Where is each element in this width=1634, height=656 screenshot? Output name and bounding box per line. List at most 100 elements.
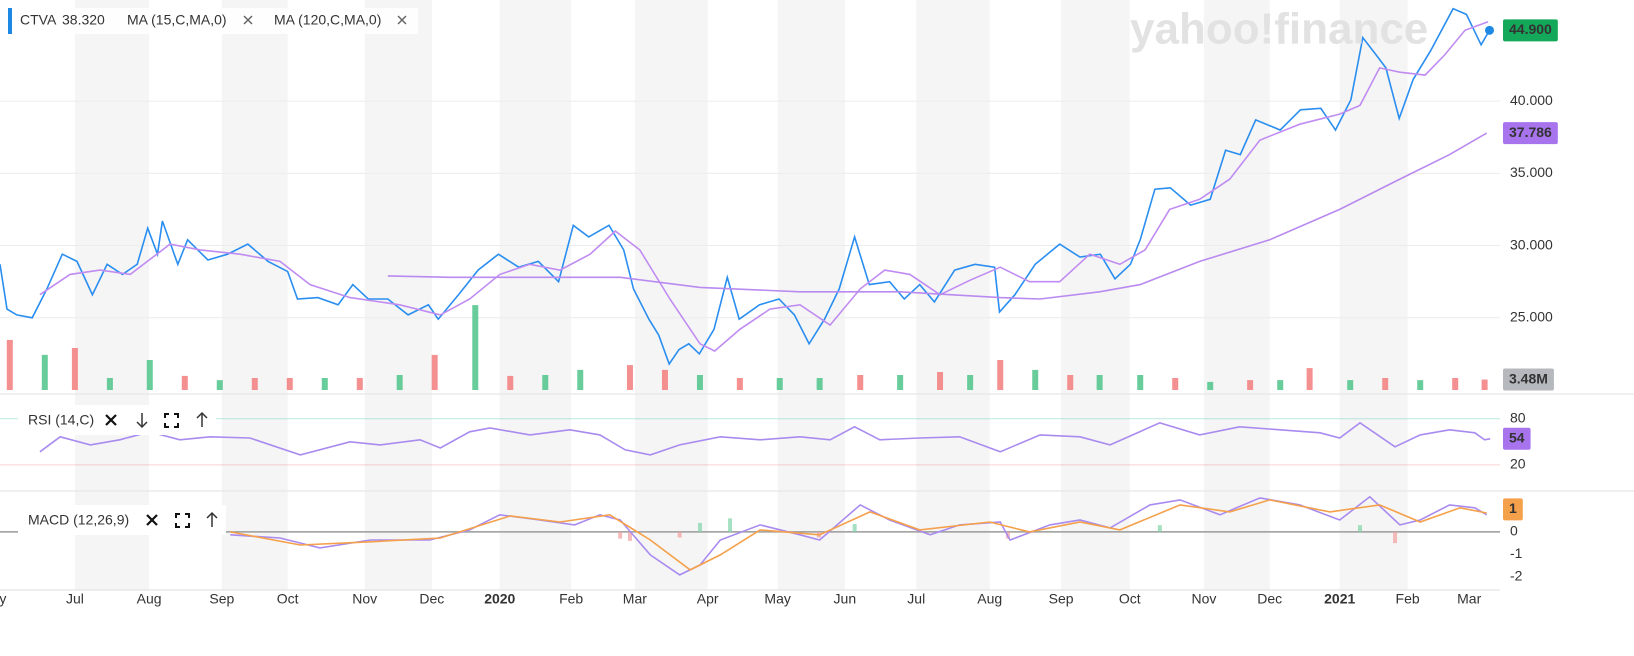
volume-bar xyxy=(577,369,584,390)
macd-legend: MACD (12,26,9) xyxy=(18,505,226,535)
legend-box xyxy=(8,8,418,34)
x-tick-label: 2020 xyxy=(484,591,515,607)
x-tick-label: Dec xyxy=(1257,591,1282,607)
close-icon[interactable] xyxy=(397,15,407,25)
watermark: yahoo!finance xyxy=(1130,5,1428,54)
volume-bar xyxy=(967,375,974,390)
histogram-bar xyxy=(728,518,733,532)
month-band xyxy=(1339,0,1408,590)
volume-bar xyxy=(1481,379,1488,390)
last-point xyxy=(1485,25,1495,35)
y-tick-label: -1 xyxy=(1510,545,1523,561)
volume-bar xyxy=(816,378,823,390)
volume-bar xyxy=(251,378,258,390)
expand-icon[interactable] xyxy=(164,413,179,428)
volume-bar xyxy=(396,375,403,390)
volume-bar xyxy=(1207,381,1214,390)
month-band xyxy=(221,0,288,590)
x-tick-label: 2021 xyxy=(1324,591,1355,607)
x-tick-label: y xyxy=(0,591,6,607)
move-up-icon[interactable] xyxy=(206,511,218,527)
y-tick-label: 35.000 xyxy=(1510,164,1553,180)
legend-value: 38.320 xyxy=(62,12,105,28)
volume-bar xyxy=(1417,380,1424,390)
volume-bar xyxy=(937,372,944,390)
volume-bar xyxy=(897,375,904,390)
volume-bar xyxy=(1382,378,1389,390)
legend-ma120: MA (120,C,MA,0) xyxy=(274,12,381,28)
x-tick-label: Jul xyxy=(66,591,84,607)
volume-bar xyxy=(542,375,549,390)
volume-last-label-box xyxy=(1503,368,1554,391)
x-tick-label: Dec xyxy=(419,591,444,607)
close-icon[interactable] xyxy=(146,514,158,526)
x-tick-label: Nov xyxy=(1191,591,1216,607)
volume-bar xyxy=(216,380,223,390)
legend-box xyxy=(18,405,216,435)
volume-bar xyxy=(661,369,668,390)
legend-accent xyxy=(8,8,12,34)
x-tick-label: Jul xyxy=(907,591,925,607)
volume-bar xyxy=(1306,368,1313,390)
y-tick-label: 80 xyxy=(1510,409,1526,425)
histogram-bar xyxy=(618,531,623,539)
legend-ma15: MA (15,C,MA,0) xyxy=(127,12,227,28)
volume-bar xyxy=(1172,378,1179,390)
volume-bar xyxy=(356,378,363,390)
series-line xyxy=(39,421,1491,456)
volume-bar xyxy=(146,360,153,390)
plot-area xyxy=(0,0,1634,591)
x-tick-label: Oct xyxy=(277,591,299,607)
rsi-legend-label: RSI (14,C) xyxy=(28,412,94,428)
volume-bar xyxy=(1067,375,1074,390)
volume-bar xyxy=(106,378,113,390)
macd-legend-label: MACD (12,26,9) xyxy=(28,512,129,528)
x-tick-label: Nov xyxy=(352,591,377,607)
move-up-icon[interactable] xyxy=(196,411,208,427)
last-value-label: 1 xyxy=(1509,500,1517,516)
x-tick-label: Feb xyxy=(559,591,583,607)
volume-bar xyxy=(1277,380,1284,390)
volume-bar xyxy=(71,348,78,390)
volume-bar xyxy=(507,375,514,390)
close-icon[interactable] xyxy=(105,414,117,426)
x-tick-label: Sep xyxy=(209,591,234,607)
x-tick-label: Aug xyxy=(977,591,1002,607)
x-tick-label: Sep xyxy=(1049,591,1074,607)
volume-bar xyxy=(997,360,1004,390)
last-value-label: 44.900 xyxy=(1509,21,1552,37)
expand-icon[interactable] xyxy=(175,513,190,528)
month-band xyxy=(74,0,150,590)
y-tick-label: -2 xyxy=(1510,568,1523,584)
y-tick-label: 0 xyxy=(1510,523,1518,539)
month-band xyxy=(364,0,432,590)
series-line xyxy=(0,7,1491,366)
volume-bar xyxy=(472,305,479,390)
histogram-bar xyxy=(1358,525,1363,532)
axis-labels: y Jul Aug Sep Oct Nov Dec 2020 Feb Mar Apr May Jun Ju… xyxy=(0,19,1558,607)
volume-bar xyxy=(1452,378,1459,390)
histogram-bar xyxy=(1393,531,1398,544)
histogram-bar xyxy=(627,531,632,541)
histogram-bar xyxy=(1157,525,1162,532)
histogram-bar xyxy=(677,531,682,538)
x-tick-label: Jun xyxy=(834,591,857,607)
volume-bar xyxy=(431,354,438,390)
close-icon[interactable] xyxy=(243,15,253,25)
volume-bar xyxy=(6,339,13,390)
x-tick-label: Mar xyxy=(623,591,647,607)
month-band xyxy=(499,0,572,590)
month-band xyxy=(777,0,845,590)
y-tick-label: 30.000 xyxy=(1510,236,1553,252)
volume-bar xyxy=(736,378,743,390)
volume-bar xyxy=(181,375,188,390)
x-tick-label: May xyxy=(764,591,790,607)
x-tick-label: Oct xyxy=(1119,591,1141,607)
last-value-label: 37.786 xyxy=(1509,124,1552,140)
x-tick-label: Aug xyxy=(137,591,162,607)
move-down-icon[interactable] xyxy=(136,413,148,429)
series-line xyxy=(230,499,1487,571)
histogram-bar xyxy=(852,524,857,532)
